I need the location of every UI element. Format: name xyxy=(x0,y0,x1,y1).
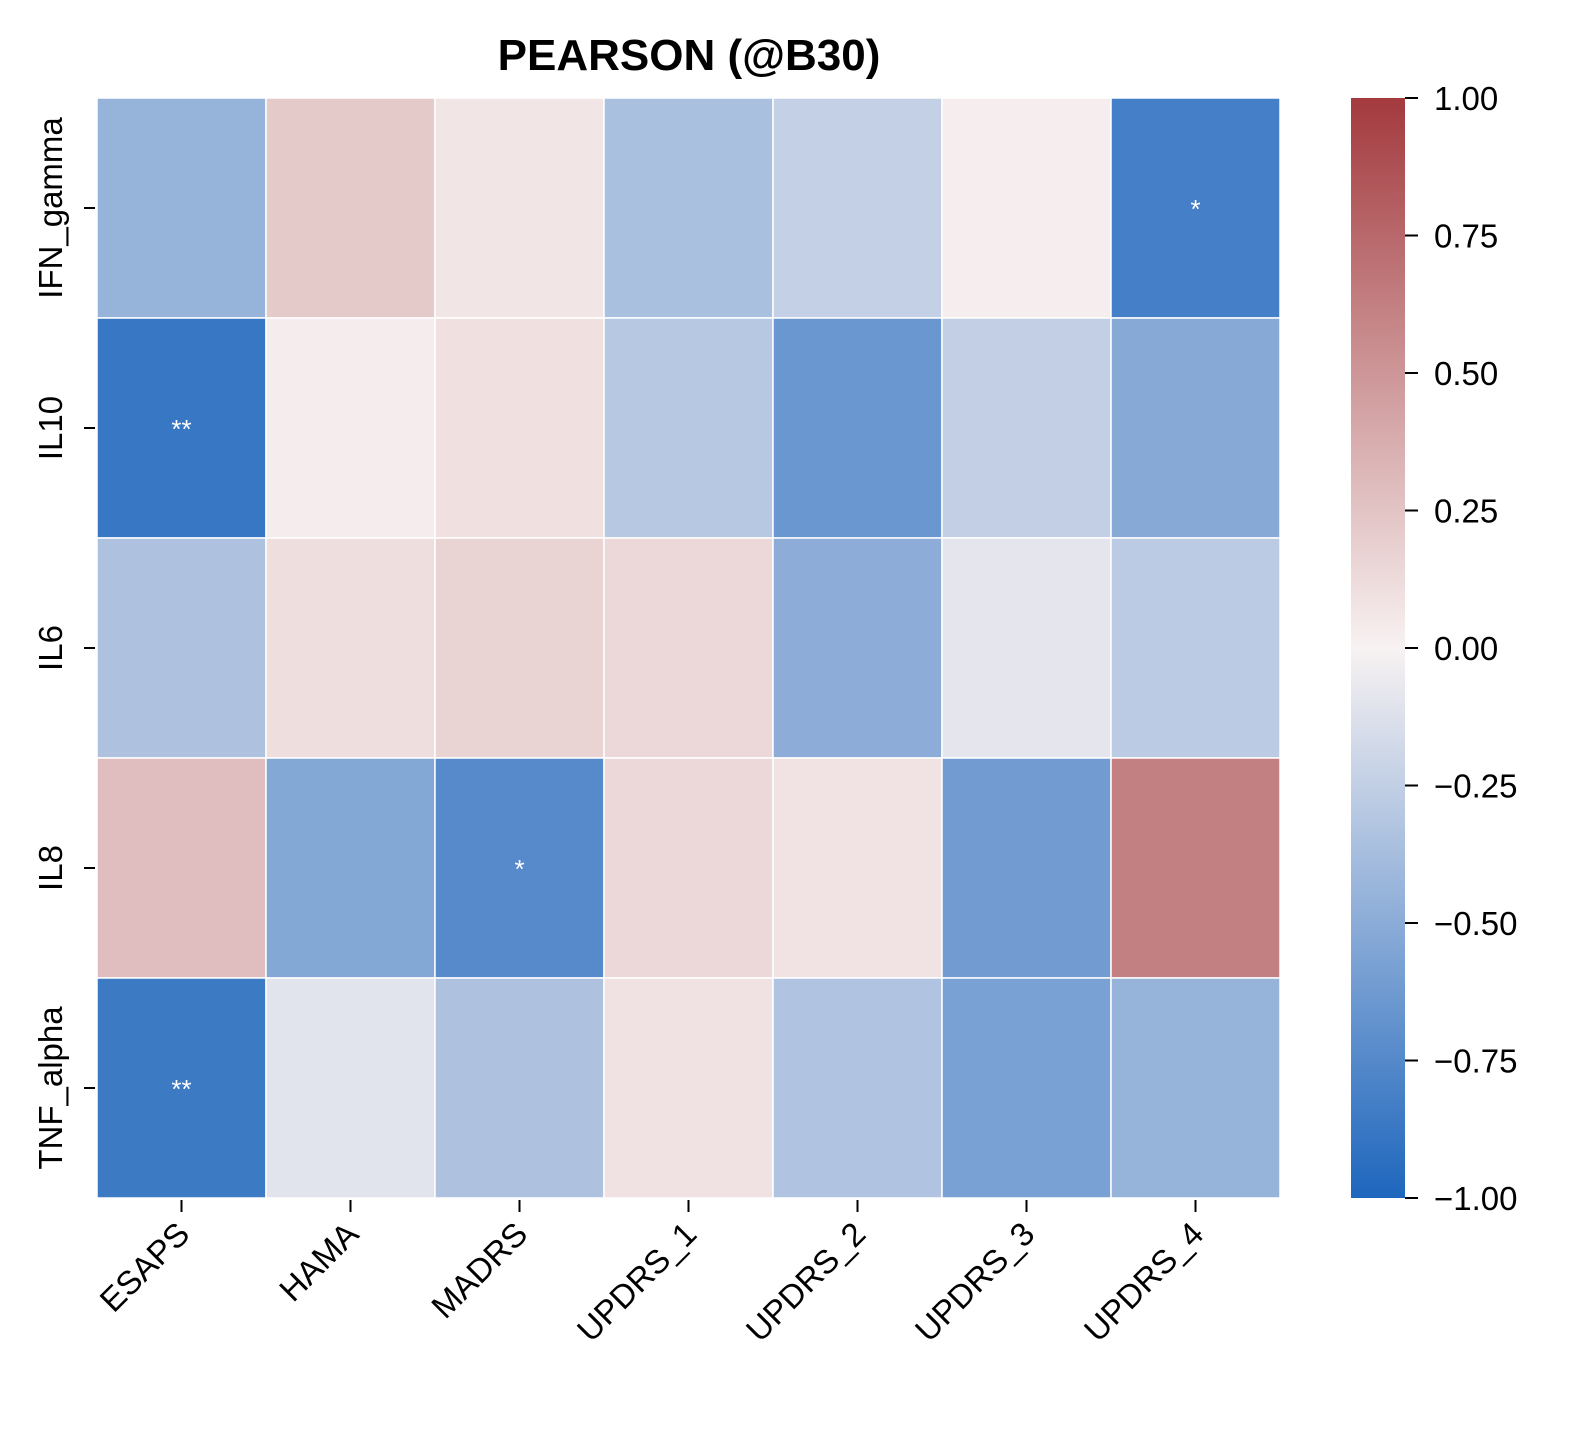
colorbar-tick-label: 0.25 xyxy=(1434,493,1498,530)
y-tick-label-IL10: IL10 xyxy=(32,396,69,460)
heatmap-cell-IL10-ESAPS xyxy=(96,317,267,539)
heatmap-cell-IL6-ESAPS xyxy=(96,537,267,759)
heatmap-cell-IFN_gamma-ESAPS xyxy=(96,97,267,319)
colorbar-tick-label: −1.00 xyxy=(1434,1180,1518,1217)
heatmap-cell-IL10-MADRS xyxy=(434,317,605,539)
heatmap-cell-TNF_alpha-ESAPS xyxy=(96,977,267,1199)
heatmap-cell-IFN_gamma-HAMA xyxy=(265,97,436,319)
heatmap-cell-IL8-HAMA xyxy=(265,757,436,979)
colorbar-tick-label: −0.50 xyxy=(1434,905,1518,942)
x-axis: ESAPS HAMA MADRS UPDRS_1 UPDRS_2 UPDRS_3 UPDRS… xyxy=(92,1200,1210,1349)
heatmap-cell-TNF_alpha-HAMA xyxy=(265,977,436,1199)
y-tick-label-IL6: IL6 xyxy=(32,625,69,671)
heatmap-cell-IFN_gamma-UPDRS_3 xyxy=(941,97,1112,319)
heatmap-cell-TNF_alpha-MADRS xyxy=(434,977,605,1199)
heatmap-cell-IL6-UPDRS_1 xyxy=(603,537,774,759)
x-tick-label-UPDRS_3: UPDRS_3 xyxy=(908,1215,1042,1349)
x-tick-label-UPDRS_4: UPDRS_4 xyxy=(1077,1215,1211,1349)
heatmap-cell-IL8-UPDRS_2 xyxy=(772,757,943,979)
heatmap-cell-IL10-UPDRS_2 xyxy=(772,317,943,539)
colorbar-tick-label: 0.75 xyxy=(1434,218,1498,255)
heatmap-cell-TNF_alpha-UPDRS_4 xyxy=(1110,977,1281,1199)
heatmap-cell-IL8-MADRS xyxy=(434,757,605,979)
colorbar-tick-label: −0.25 xyxy=(1434,768,1518,805)
heatmap-cell-IFN_gamma-MADRS xyxy=(434,97,605,319)
x-tick-label-UPDRS_2: UPDRS_2 xyxy=(739,1215,873,1349)
x-tick-label-UPDRS_1: UPDRS_1 xyxy=(570,1215,704,1349)
heatmap-cell-IL6-MADRS xyxy=(434,537,605,759)
heatmap-cell-IL6-HAMA xyxy=(265,537,436,759)
colorbar-tick-label: 0.50 xyxy=(1434,355,1498,392)
heatmap-cell-IL6-UPDRS_3 xyxy=(941,537,1112,759)
heatmap-annotations: ****** xyxy=(171,194,1200,1104)
chart-title: PEARSON (@B30) xyxy=(498,31,881,80)
heatmap-cell-IL10-HAMA xyxy=(265,317,436,539)
colorbar-tick-label: 0.00 xyxy=(1434,630,1498,667)
annotation-TNF_alpha-ESAPS: ** xyxy=(171,1074,191,1104)
annotation-IL8-MADRS: * xyxy=(514,854,524,884)
heatmap-cell-IL8-UPDRS_1 xyxy=(603,757,774,979)
heatmap-cell-IL8-UPDRS_3 xyxy=(941,757,1112,979)
y-axis: IFN_gamma IL10 IL6 IL8 TNF_alpha xyxy=(32,117,95,1170)
x-tick-label-HAMA: HAMA xyxy=(272,1215,366,1309)
annotation-IL10-ESAPS: ** xyxy=(171,414,191,444)
annotation-IFN_gamma-UPDRS_4: * xyxy=(1190,194,1200,224)
heatmap-cell-IL8-UPDRS_4 xyxy=(1110,757,1281,979)
x-tick-label-MADRS: MADRS xyxy=(424,1215,534,1325)
colorbar-tick-label: −0.75 xyxy=(1434,1043,1518,1080)
heatmap-cells xyxy=(96,97,1281,1199)
heatmap-cell-TNF_alpha-UPDRS_2 xyxy=(772,977,943,1199)
colorbar-gradient xyxy=(1351,98,1405,1198)
heatmap-cell-IFN_gamma-UPDRS_2 xyxy=(772,97,943,319)
heatmap-cell-IL10-UPDRS_1 xyxy=(603,317,774,539)
y-tick-label-TNF_alpha: TNF_alpha xyxy=(32,1006,69,1170)
heatmap-cell-IL8-ESAPS xyxy=(96,757,267,979)
colorbar: 1.00 0.75 0.50 0.25 0.00 −0.25 −0.50 −0.75 −1.00 xyxy=(1351,80,1518,1217)
x-tick-label-ESAPS: ESAPS xyxy=(92,1215,196,1319)
heatmap-cell-IL10-UPDRS_4 xyxy=(1110,317,1281,539)
heatmap-cell-IL6-UPDRS_2 xyxy=(772,537,943,759)
heatmap-cell-TNF_alpha-UPDRS_1 xyxy=(603,977,774,1199)
y-tick-label-IFN_gamma: IFN_gamma xyxy=(32,117,69,299)
heatmap-cell-TNF_alpha-UPDRS_3 xyxy=(941,977,1112,1199)
heatmap-cell-IL6-UPDRS_4 xyxy=(1110,537,1281,759)
heatmap-cell-IFN_gamma-UPDRS_4 xyxy=(1110,97,1281,319)
y-tick-label-IL8: IL8 xyxy=(32,845,69,891)
heatmap-cell-IL10-UPDRS_3 xyxy=(941,317,1112,539)
heatmap-cell-IFN_gamma-UPDRS_1 xyxy=(603,97,774,319)
colorbar-tick-label: 1.00 xyxy=(1434,80,1498,117)
